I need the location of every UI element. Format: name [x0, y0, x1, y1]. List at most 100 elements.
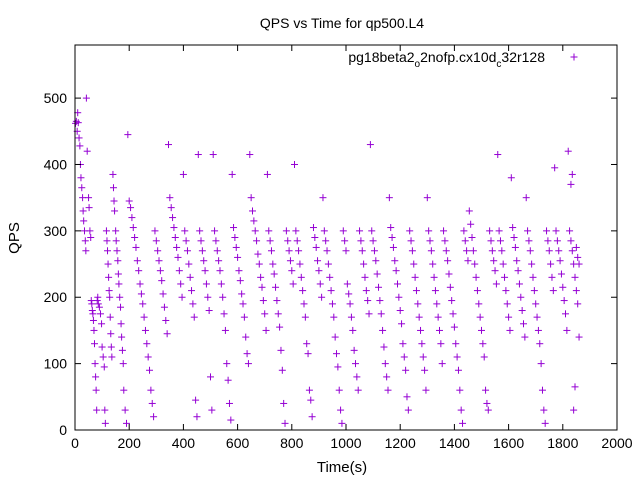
data-point — [457, 406, 465, 414]
data-point — [267, 247, 275, 255]
data-point — [545, 247, 553, 255]
data-point — [119, 360, 127, 368]
data-point — [118, 346, 126, 354]
data-point — [449, 310, 457, 318]
data-point — [496, 237, 504, 245]
data-point — [520, 320, 528, 328]
data-point — [99, 353, 107, 361]
data-point — [91, 340, 99, 348]
data-point — [551, 164, 559, 172]
data-point — [90, 326, 98, 334]
data-point — [372, 257, 380, 265]
data-point — [257, 273, 265, 281]
data-point — [286, 257, 294, 265]
data-point — [360, 260, 368, 268]
data-point — [88, 300, 96, 308]
x-tick-label: 600 — [226, 435, 250, 451]
data-point — [223, 360, 231, 368]
data-point — [144, 353, 152, 361]
data-point — [393, 280, 401, 288]
data-point — [186, 273, 194, 281]
data-point — [95, 303, 103, 311]
data-point — [215, 257, 223, 265]
data-point — [261, 310, 269, 318]
data-point — [132, 243, 140, 251]
data-point — [349, 326, 357, 334]
data-point — [566, 227, 574, 235]
data-point — [484, 406, 492, 414]
data-point — [380, 343, 388, 351]
data-point — [107, 343, 115, 351]
plot-area — [72, 94, 583, 427]
data-point — [320, 227, 328, 235]
data-point — [562, 310, 570, 318]
data-point — [488, 247, 496, 255]
data-point — [326, 273, 334, 281]
data-point — [387, 224, 395, 232]
data-point — [407, 237, 415, 245]
data-point — [503, 300, 511, 308]
data-point — [188, 287, 196, 295]
data-point — [93, 297, 101, 305]
data-point — [540, 406, 548, 414]
data-point — [410, 260, 418, 268]
x-tick-label: 1400 — [439, 435, 470, 451]
data-point — [212, 237, 220, 245]
data-point — [147, 386, 155, 394]
data-point — [476, 313, 484, 321]
data-point — [366, 141, 374, 149]
data-point — [158, 277, 166, 285]
data-point — [400, 353, 408, 361]
data-point — [190, 313, 198, 321]
data-point — [173, 243, 181, 251]
data-point — [498, 247, 506, 255]
data-point — [250, 217, 258, 225]
data-point — [377, 310, 385, 318]
data-point — [553, 237, 561, 245]
x-tick-label: 1800 — [547, 435, 578, 451]
data-point — [347, 313, 355, 321]
data-point — [396, 307, 404, 315]
data-point — [482, 386, 490, 394]
data-point — [81, 237, 89, 245]
data-point — [312, 243, 320, 251]
data-point — [221, 326, 229, 334]
data-point — [139, 300, 147, 308]
data-point — [148, 399, 156, 407]
data-point — [297, 273, 305, 281]
data-point — [567, 237, 575, 245]
data-point — [164, 141, 172, 149]
data-point — [454, 366, 462, 374]
data-point — [453, 353, 461, 361]
data-point — [213, 247, 221, 255]
data-point — [96, 310, 104, 318]
data-point — [303, 340, 311, 348]
data-point — [537, 360, 545, 368]
data-point — [571, 273, 579, 281]
data-point — [114, 257, 122, 265]
data-point — [358, 247, 366, 255]
data-point — [193, 413, 201, 421]
data-point — [560, 297, 568, 305]
data-point — [419, 353, 427, 361]
data-point — [189, 300, 197, 308]
data-point — [575, 260, 583, 268]
legend-label-part-2: 2nofp.cx10d — [420, 49, 496, 65]
data-point — [333, 350, 341, 358]
data-point — [434, 313, 442, 321]
data-point — [412, 287, 420, 295]
data-point — [150, 413, 158, 421]
data-point — [78, 184, 86, 192]
data-point — [232, 243, 240, 251]
data-point — [389, 243, 397, 251]
data-point — [564, 147, 572, 155]
data-point — [197, 237, 205, 245]
data-point — [181, 227, 189, 235]
data-point — [135, 267, 143, 275]
data-point — [469, 247, 477, 255]
data-point — [196, 227, 204, 235]
data-point — [309, 224, 317, 232]
data-point — [235, 267, 243, 275]
data-point — [426, 237, 434, 245]
data-point — [406, 227, 414, 235]
